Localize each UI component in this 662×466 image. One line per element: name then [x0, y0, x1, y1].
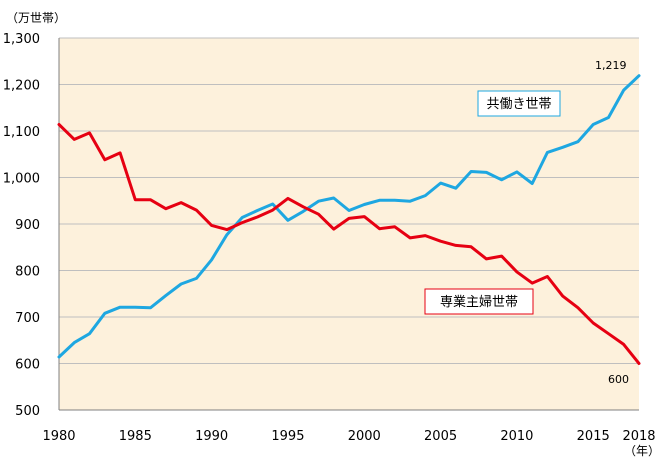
series-lines: [57, 74, 641, 365]
legend-label-housewife: 専業主婦世帯: [440, 294, 518, 310]
x-tick-label-2018: 2018: [622, 429, 655, 444]
legend-label-dual-income: 共働き世帯: [486, 97, 551, 112]
y-tick-label-800: 800: [15, 265, 40, 280]
x-tick-label-2005: 2005: [424, 429, 457, 444]
y-tick-label-1300: 1,300: [3, 32, 40, 47]
y-tick-label-1100: 1,100: [3, 125, 40, 140]
x-tick-label-1980: 1980: [42, 429, 75, 444]
end-label-housewife: 600: [608, 373, 629, 386]
x-tick-label-2010: 2010: [500, 429, 533, 444]
series-line-1: [57, 123, 641, 365]
legend-box-housewife: [424, 288, 534, 315]
x-axis-ticks: 1980 1985 1990 1995 2000 2005 2010 2015 2018: [42, 429, 655, 444]
y-axis-ticks: 500 600 700 800 900 1,000 1,100 1,200 1,300: [3, 32, 40, 419]
y-tick-label-1200: 1,200: [3, 79, 40, 94]
grid-lines: [59, 37, 639, 364]
series-line-0: [57, 74, 641, 359]
x-axis-unit: （年）: [624, 444, 660, 458]
y-tick-label-700: 700: [15, 311, 40, 326]
y-tick-label-500: 500: [15, 404, 40, 419]
x-tick-label-1985: 1985: [119, 429, 152, 444]
y-axis-unit: （万世帯）: [6, 11, 66, 25]
x-tick-label-2000: 2000: [348, 429, 381, 444]
end-label-dual-income: 1,219: [595, 59, 627, 72]
legend-box-dual-income: [477, 90, 561, 117]
x-tick-label-2015: 2015: [577, 429, 610, 444]
x-tick-label-1995: 1995: [271, 429, 304, 444]
x-tick-label-1990: 1990: [195, 429, 228, 444]
y-tick-label-600: 600: [15, 358, 40, 373]
y-tick-label-1000: 1,000: [3, 172, 40, 187]
y-tick-label-900: 900: [15, 218, 40, 233]
